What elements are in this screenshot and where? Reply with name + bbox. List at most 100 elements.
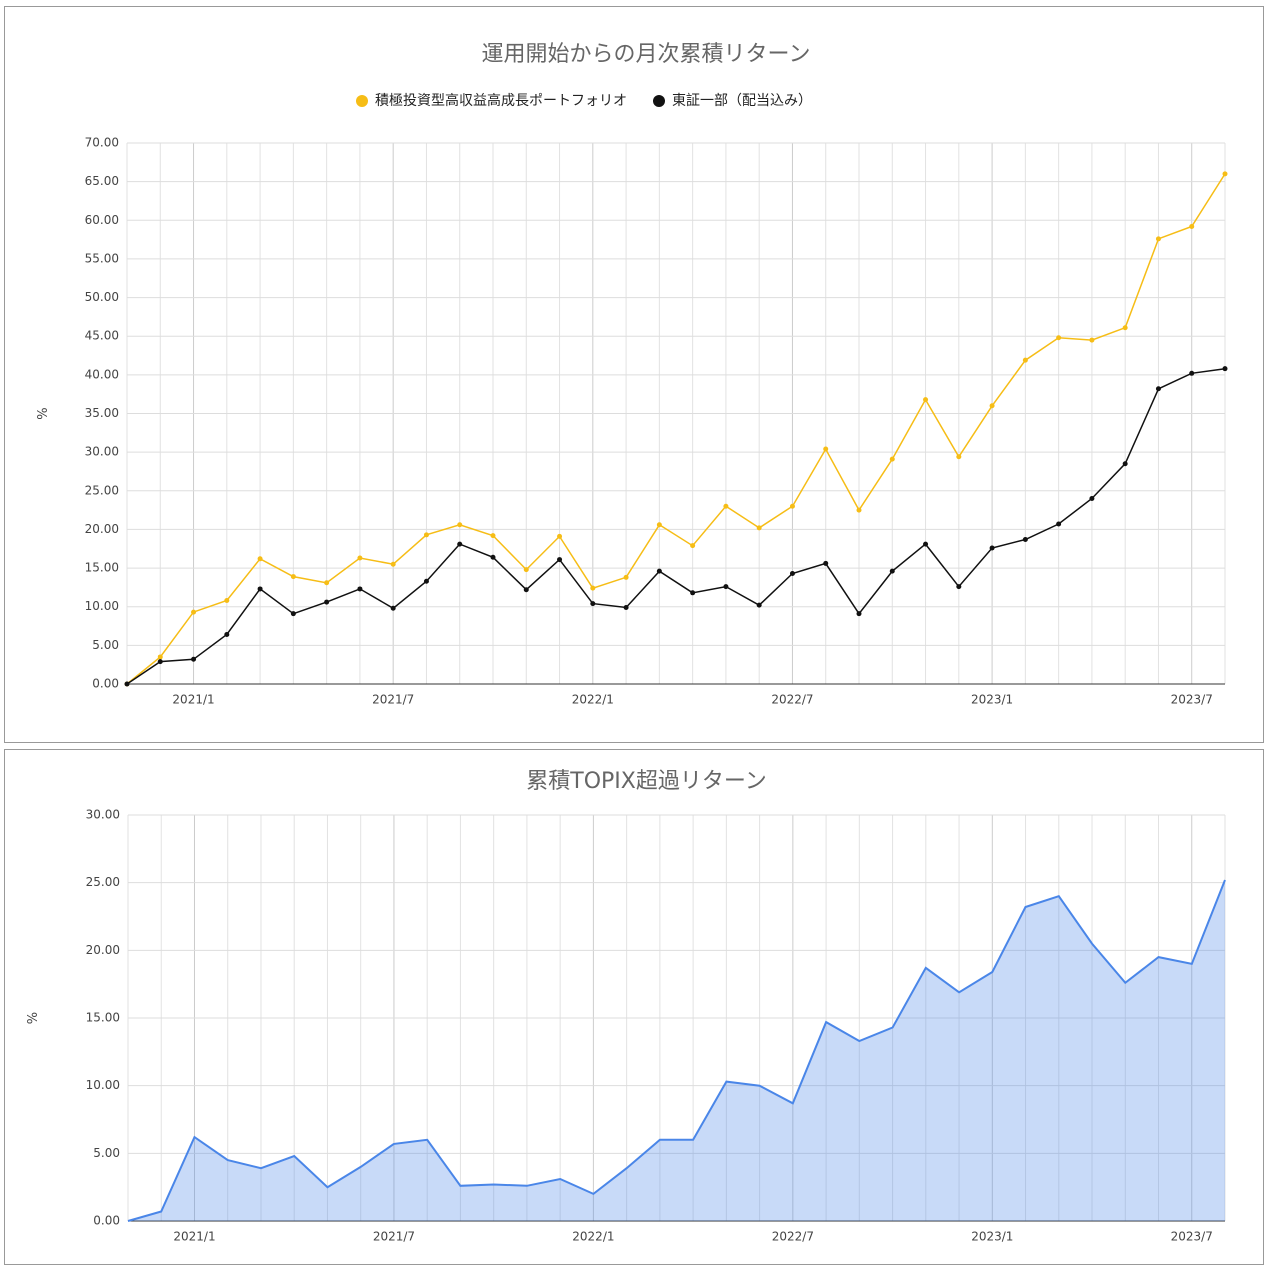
point	[756, 525, 762, 531]
point	[789, 503, 795, 509]
x-tick-label: 2021/7	[373, 1230, 415, 1244]
point	[457, 541, 463, 547]
point	[1022, 536, 1028, 542]
point	[1122, 461, 1128, 467]
x-tick-label: 2021/1	[173, 1230, 215, 1244]
y-tick-label: 50.00	[85, 290, 119, 304]
point	[1155, 386, 1161, 392]
point	[889, 568, 895, 574]
point	[523, 567, 529, 573]
point	[923, 541, 929, 547]
point	[856, 507, 862, 513]
legend-marker	[356, 95, 368, 107]
y-tick-label: 5.00	[93, 1146, 120, 1160]
y-tick-label: 0.00	[92, 677, 119, 691]
point	[257, 586, 263, 592]
point	[1022, 357, 1028, 363]
point	[656, 522, 662, 528]
y-tick-label: 25.00	[86, 875, 120, 889]
point	[357, 586, 363, 592]
y-tick-label: 35.00	[85, 406, 119, 420]
x-tick-label: 2022/7	[772, 1230, 814, 1244]
point	[157, 654, 163, 660]
point	[423, 578, 429, 584]
legend-label: 東証一部（配当込み）	[672, 93, 812, 109]
y-tick-label: 10.00	[86, 1078, 120, 1092]
x-tick-label: 2023/1	[971, 1230, 1013, 1244]
point	[490, 554, 496, 560]
y-tick-label: 20.00	[86, 943, 120, 957]
point	[390, 605, 396, 611]
y-tick-label: 60.00	[85, 213, 119, 227]
point	[557, 533, 563, 539]
legend-marker	[653, 95, 665, 107]
point	[1189, 370, 1195, 376]
point	[457, 522, 463, 528]
point	[1122, 325, 1128, 331]
x-tick-label: 2023/7	[1171, 1230, 1213, 1244]
line	[126, 367, 1226, 685]
point	[1222, 171, 1228, 177]
y-tick-label: 55.00	[85, 251, 119, 265]
point	[956, 584, 962, 590]
point	[623, 574, 629, 580]
point	[290, 611, 296, 617]
point	[856, 611, 862, 617]
point	[124, 681, 130, 687]
x-tick-label: 2022/7	[771, 693, 813, 707]
x-tick-label: 2021/1	[172, 693, 214, 707]
point	[590, 585, 596, 591]
point	[191, 656, 197, 662]
point	[1056, 521, 1062, 527]
y-tick-label: 70.00	[85, 136, 119, 150]
point	[523, 587, 529, 593]
point	[157, 659, 163, 665]
point	[1056, 335, 1062, 341]
x-tick-label: 2023/1	[971, 693, 1013, 707]
point	[390, 561, 396, 567]
point	[656, 568, 662, 574]
y-tick-label: 15.00	[85, 561, 119, 575]
point	[224, 632, 230, 638]
point	[690, 590, 696, 596]
point	[324, 599, 330, 605]
legend-label: 積極投資型高収益高成長ポートフォリオ	[375, 92, 627, 109]
x-tick-label: 2022/1	[572, 693, 614, 707]
y-tick-label: 40.00	[85, 367, 119, 381]
line	[126, 173, 1226, 685]
point	[723, 584, 729, 590]
point	[191, 609, 197, 615]
point	[923, 397, 929, 403]
y-tick-label: 25.00	[85, 483, 119, 497]
point	[490, 533, 496, 539]
y-tick-label: 30.00	[86, 808, 120, 822]
point	[956, 454, 962, 460]
point	[989, 403, 995, 409]
chart-title: 累積TOPIX超過リターン	[526, 769, 766, 794]
point	[1189, 223, 1195, 229]
point	[823, 560, 829, 566]
y-tick-label: 20.00	[85, 522, 119, 536]
point	[1222, 366, 1228, 372]
y-tick-label: 45.00	[85, 329, 119, 343]
point	[690, 543, 696, 549]
point	[823, 446, 829, 452]
line	[127, 879, 1226, 1222]
x-tick-label: 2023/7	[1171, 693, 1213, 707]
point	[723, 503, 729, 509]
point	[1089, 496, 1095, 502]
y-tick-label: 5.00	[92, 638, 119, 652]
point	[290, 574, 296, 580]
x-tick-label: 2021/7	[372, 693, 414, 707]
point	[623, 604, 629, 610]
y-tick-label: 15.00	[86, 1011, 120, 1025]
point	[257, 556, 263, 562]
point	[889, 456, 895, 462]
y-tick-label: 30.00	[85, 445, 119, 459]
chart-title: 運用開始からの月次累積リターン	[482, 42, 811, 67]
point	[590, 601, 596, 607]
y-tick-label: 65.00	[85, 174, 119, 188]
y-tick-label: 10.00	[85, 599, 119, 613]
x-tick-label: 2022/1	[572, 1230, 614, 1244]
